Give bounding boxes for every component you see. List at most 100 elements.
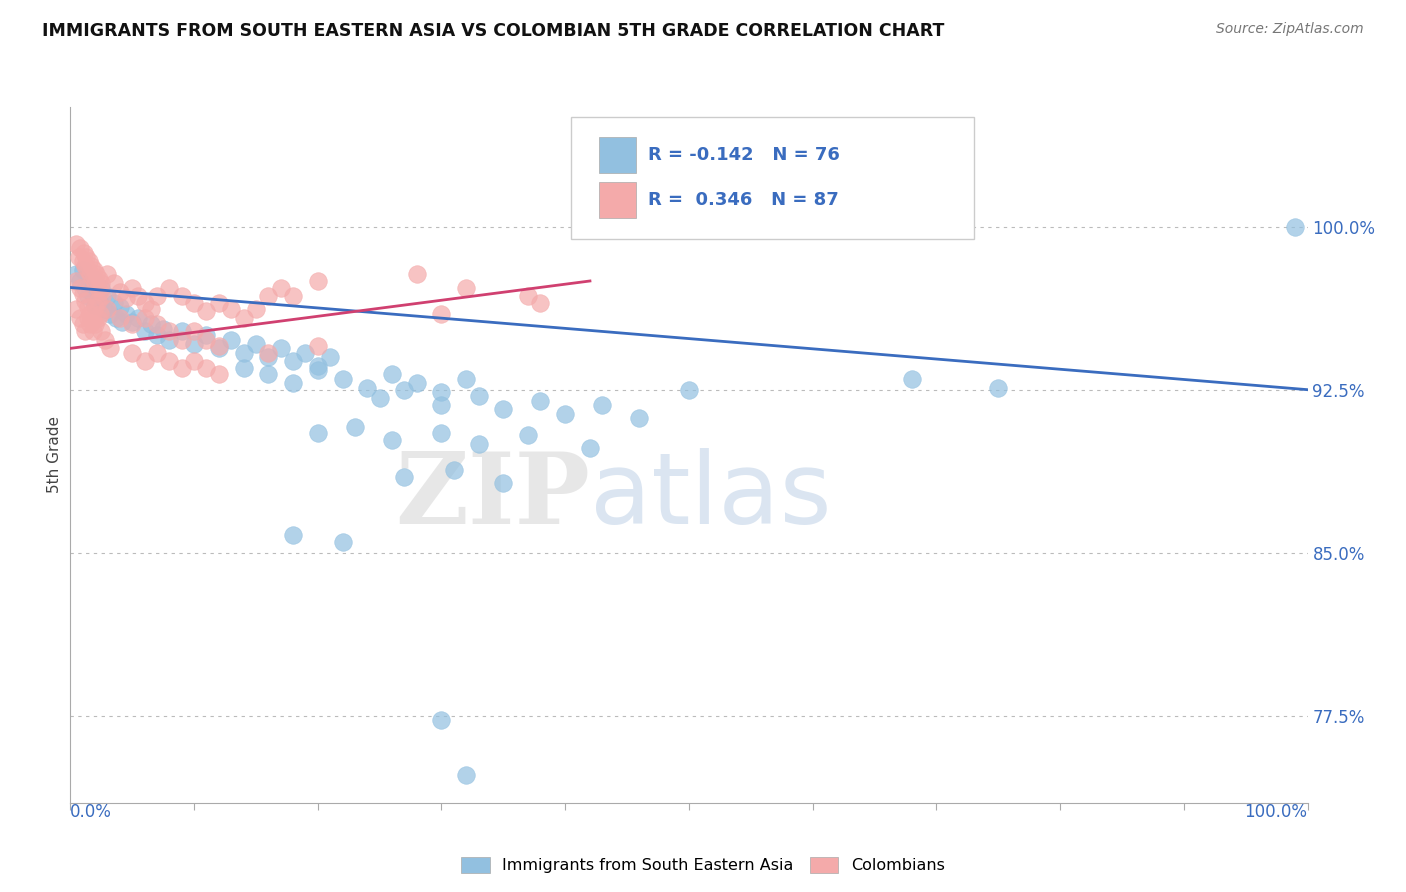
Point xyxy=(108,300,131,314)
Point xyxy=(170,360,193,375)
Point xyxy=(75,293,97,308)
Point xyxy=(67,250,90,264)
Point xyxy=(127,310,149,325)
Point xyxy=(232,360,254,375)
Point xyxy=(257,289,280,303)
Point xyxy=(69,280,91,294)
Point xyxy=(72,287,94,301)
Point xyxy=(430,398,453,412)
Point xyxy=(146,289,169,303)
Point xyxy=(208,368,231,382)
Point xyxy=(139,318,162,332)
Point xyxy=(405,268,427,282)
Point xyxy=(170,289,193,303)
Point xyxy=(152,322,174,336)
Point xyxy=(87,272,110,286)
Point xyxy=(307,274,329,288)
Point xyxy=(134,310,156,325)
Point xyxy=(319,350,342,364)
Point xyxy=(456,280,478,294)
Point xyxy=(219,302,242,317)
Point xyxy=(80,285,103,299)
Text: atlas: atlas xyxy=(591,448,831,545)
Point xyxy=(381,433,404,447)
Point xyxy=(157,280,180,294)
Point xyxy=(73,245,96,260)
Point xyxy=(257,350,280,364)
Point xyxy=(579,442,602,456)
Point xyxy=(195,333,218,347)
Point xyxy=(76,263,98,277)
Point xyxy=(554,407,576,421)
Point xyxy=(208,295,231,310)
Point xyxy=(84,300,107,314)
Point xyxy=(430,384,453,399)
Point xyxy=(134,354,156,368)
Point xyxy=(108,310,131,325)
Point xyxy=(98,342,121,356)
Point xyxy=(121,315,143,329)
Point xyxy=(75,324,97,338)
Point xyxy=(77,254,100,268)
Point xyxy=(82,272,104,286)
Point xyxy=(108,285,131,299)
Point xyxy=(84,268,107,282)
Point xyxy=(208,342,231,356)
Point xyxy=(79,318,101,332)
Point xyxy=(529,393,551,408)
Point xyxy=(72,318,94,332)
Point xyxy=(232,310,254,325)
Point xyxy=(75,259,97,273)
Text: R =  0.346   N = 87: R = 0.346 N = 87 xyxy=(648,191,839,210)
Point xyxy=(75,250,97,264)
Point xyxy=(157,333,180,347)
Point xyxy=(219,333,242,347)
Point xyxy=(492,402,515,417)
Point xyxy=(65,302,87,317)
Point xyxy=(157,354,180,368)
Point xyxy=(65,237,87,252)
Point xyxy=(77,276,100,290)
Point xyxy=(517,289,540,303)
Point xyxy=(183,295,205,310)
Point xyxy=(232,345,254,359)
Point xyxy=(394,469,416,483)
Point xyxy=(72,254,94,268)
Point xyxy=(121,280,143,294)
Point xyxy=(146,318,169,332)
Point xyxy=(183,324,205,338)
Point xyxy=(381,368,404,382)
Point xyxy=(456,767,478,781)
Point xyxy=(134,324,156,338)
Text: 0.0%: 0.0% xyxy=(70,803,112,821)
Bar xyxy=(599,182,636,219)
Point xyxy=(307,339,329,353)
Point xyxy=(90,324,112,338)
Point xyxy=(368,392,391,406)
Point xyxy=(195,360,218,375)
Point xyxy=(294,345,316,359)
Point xyxy=(900,372,922,386)
Point xyxy=(86,287,108,301)
Point xyxy=(343,419,366,434)
Point xyxy=(79,307,101,321)
Point xyxy=(628,411,651,425)
Point xyxy=(86,310,108,325)
Point xyxy=(456,372,478,386)
Y-axis label: 5th Grade: 5th Grade xyxy=(46,417,62,493)
Text: IMMIGRANTS FROM SOUTH EASTERN ASIA VS COLOMBIAN 5TH GRADE CORRELATION CHART: IMMIGRANTS FROM SOUTH EASTERN ASIA VS CO… xyxy=(42,22,945,40)
Point xyxy=(76,310,98,325)
Point xyxy=(987,380,1010,394)
Point xyxy=(94,333,117,347)
FancyBboxPatch shape xyxy=(571,118,973,239)
Point xyxy=(121,318,143,332)
Point xyxy=(72,263,94,277)
Point xyxy=(82,324,104,338)
Point xyxy=(183,354,205,368)
Point xyxy=(529,295,551,310)
Bar xyxy=(599,137,636,173)
Point xyxy=(257,345,280,359)
Point xyxy=(86,293,108,308)
Point xyxy=(139,302,162,317)
Point xyxy=(517,428,540,442)
